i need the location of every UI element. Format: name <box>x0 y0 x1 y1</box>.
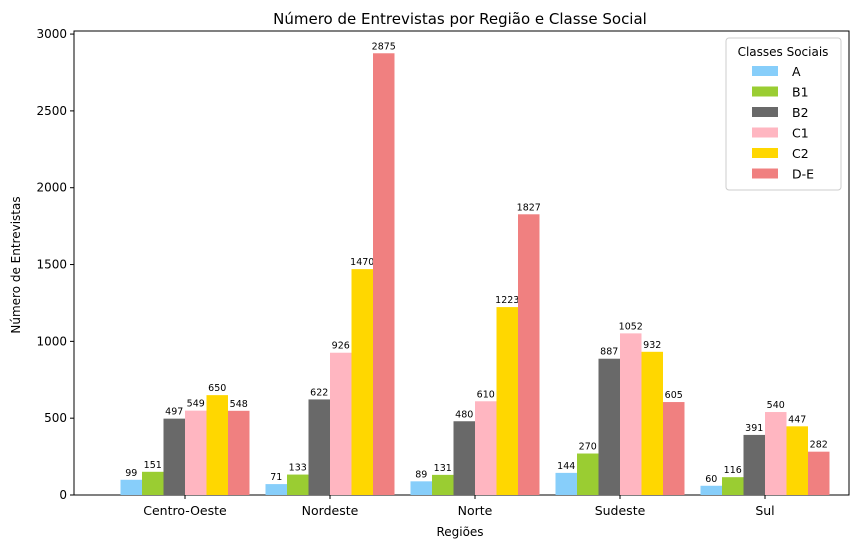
legend-label: B2 <box>792 105 809 120</box>
bar <box>206 395 228 495</box>
x-tick-label: Norte <box>458 503 493 518</box>
bar <box>432 474 454 495</box>
bar <box>185 410 207 495</box>
data-label: 887 <box>600 347 618 358</box>
data-label: 540 <box>767 400 785 411</box>
legend-label: C1 <box>792 126 809 141</box>
bar <box>518 214 540 496</box>
y-tick-label: 0 <box>59 488 67 502</box>
data-label: 1470 <box>350 257 374 268</box>
y-tick-label: 3000 <box>36 27 67 41</box>
data-label: 131 <box>434 463 452 474</box>
bar <box>808 451 830 495</box>
legend-swatch <box>752 107 778 117</box>
data-label: 2875 <box>372 41 396 52</box>
data-label: 60 <box>705 474 717 485</box>
bar <box>722 477 744 495</box>
data-label: 144 <box>557 461 575 472</box>
legend-swatch <box>752 66 778 76</box>
y-tick-label: 2000 <box>36 181 67 195</box>
data-label: 99 <box>125 468 137 479</box>
bar <box>373 53 395 496</box>
data-label: 548 <box>230 399 248 410</box>
data-label: 391 <box>745 423 763 434</box>
bar <box>228 410 250 495</box>
legend-label: C2 <box>792 146 809 161</box>
bar <box>351 269 373 495</box>
bar <box>577 453 599 495</box>
x-tick-label: Sudeste <box>595 503 646 518</box>
legend: Classes Sociais A B1 B2 C1 C2 D-E <box>725 37 842 191</box>
bar <box>120 479 142 495</box>
legend-label: A <box>792 64 801 79</box>
data-label: 926 <box>332 341 350 352</box>
data-label: 549 <box>187 399 205 410</box>
bar <box>475 401 497 495</box>
bar <box>265 484 287 495</box>
data-label: 1052 <box>619 321 643 332</box>
bar <box>330 352 352 495</box>
data-label: 622 <box>310 387 328 398</box>
data-label: 89 <box>415 469 427 480</box>
bar <box>765 412 787 495</box>
legend-swatch <box>752 168 778 179</box>
data-label: 282 <box>810 440 828 451</box>
data-label: 116 <box>724 465 742 476</box>
y-tick-label: 1000 <box>36 334 67 348</box>
bar <box>598 358 620 495</box>
bar <box>620 333 642 495</box>
bar <box>142 471 164 495</box>
data-label: 650 <box>208 383 226 394</box>
data-label: 497 <box>165 407 183 418</box>
data-label: 480 <box>455 409 473 420</box>
data-label: 270 <box>579 442 597 453</box>
legend-swatch <box>752 86 778 97</box>
bar <box>555 472 577 495</box>
data-label: 1827 <box>517 202 541 213</box>
data-label: 71 <box>270 472 282 483</box>
legend-swatch <box>752 148 778 158</box>
bar <box>308 399 330 495</box>
bar <box>641 351 663 495</box>
data-label: 1223 <box>495 295 519 306</box>
chart-title: Número de Entrevistas por Região e Class… <box>273 10 647 28</box>
legend-label: D-E <box>792 167 814 182</box>
data-label: 151 <box>144 460 162 471</box>
legend-items: A B1 B2 C1 C2 D-E <box>752 64 814 182</box>
bar <box>453 421 475 495</box>
y-tick-label: 500 <box>44 411 67 425</box>
bar <box>287 474 309 495</box>
bar <box>743 434 765 495</box>
bar <box>786 426 808 495</box>
legend-frame <box>725 37 842 191</box>
legend-swatch <box>752 127 778 138</box>
y-tick-label: 2500 <box>36 104 67 118</box>
legend-label: B1 <box>792 85 809 100</box>
data-label: 133 <box>289 463 307 474</box>
x-tick-label: Nordeste <box>302 503 359 518</box>
bar <box>163 418 185 495</box>
bar <box>663 402 685 495</box>
data-label: 605 <box>665 390 683 401</box>
data-label: 610 <box>477 389 495 400</box>
legend-title: Classes Sociais <box>738 45 829 59</box>
data-label: 447 <box>788 414 806 425</box>
bar <box>410 481 432 495</box>
bar <box>496 307 518 495</box>
data-label: 932 <box>643 340 661 351</box>
x-tick-label: Sul <box>755 503 774 518</box>
x-axis-label: Regiões <box>436 525 483 539</box>
y-tick-label: 1500 <box>36 258 67 272</box>
x-tick-label: Centro-Oeste <box>143 503 227 518</box>
y-axis-label: Número de Entrevistas <box>9 196 23 333</box>
bar <box>700 485 722 495</box>
